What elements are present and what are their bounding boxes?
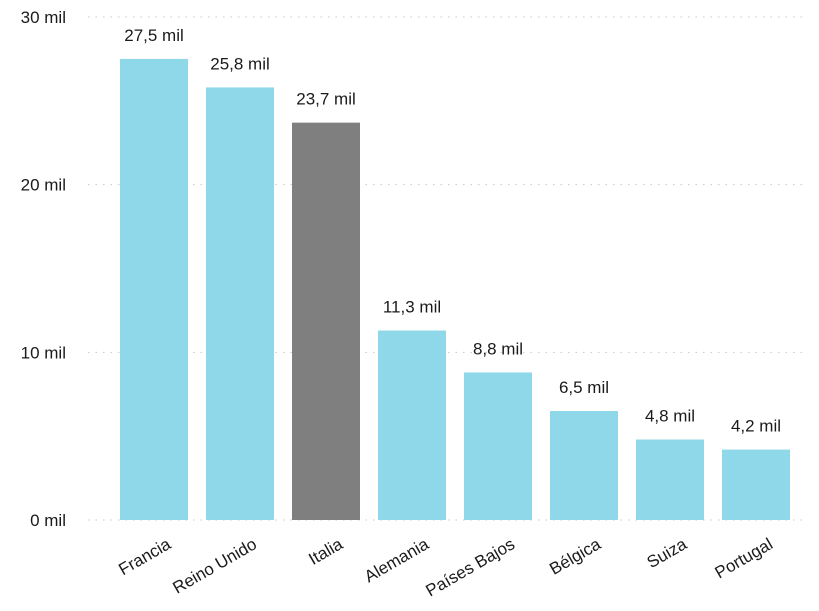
y-tick-label: 10 mil	[21, 343, 66, 362]
x-tick-label: Portugal	[712, 534, 776, 582]
data-label: 6,5 mil	[559, 378, 609, 397]
data-label: 23,7 mil	[296, 90, 356, 109]
bar	[550, 411, 618, 520]
data-label: 4,2 mil	[731, 417, 781, 436]
data-label: 27,5 mil	[124, 26, 184, 45]
bar	[464, 372, 532, 520]
bar	[378, 330, 446, 520]
y-tick-label: 20 mil	[21, 176, 66, 195]
y-tick-label: 30 mil	[21, 8, 66, 27]
data-label: 8,8 mil	[473, 339, 523, 358]
data-label: 11,3 mil	[383, 298, 441, 317]
data-labels: 27,5 mil 25,8 mil 23,7 mil 11,3 mil 8,8 mil 6…	[124, 26, 781, 436]
y-axis-ticks: 0 mil 10 mil 20 mil 30 mil	[21, 8, 66, 530]
x-tick-label: Alemania	[361, 534, 432, 586]
x-tick-label: Suiza	[644, 534, 691, 572]
x-tick-label: Francia	[115, 534, 174, 579]
x-tick-label: Bélgica	[546, 534, 604, 579]
bar	[206, 87, 274, 521]
bar	[636, 439, 704, 520]
x-tick-label: Italia	[305, 534, 346, 569]
x-tick-label: Reino Unido	[169, 534, 260, 597]
data-label: 4,8 mil	[645, 407, 695, 426]
x-tick-label: Países Bajos	[423, 534, 518, 600]
bar	[120, 58, 188, 521]
bar	[292, 122, 360, 520]
bar	[722, 449, 790, 520]
y-tick-label: 0 mil	[30, 511, 66, 530]
data-label: 25,8 mil	[210, 54, 270, 73]
bars	[120, 58, 790, 521]
